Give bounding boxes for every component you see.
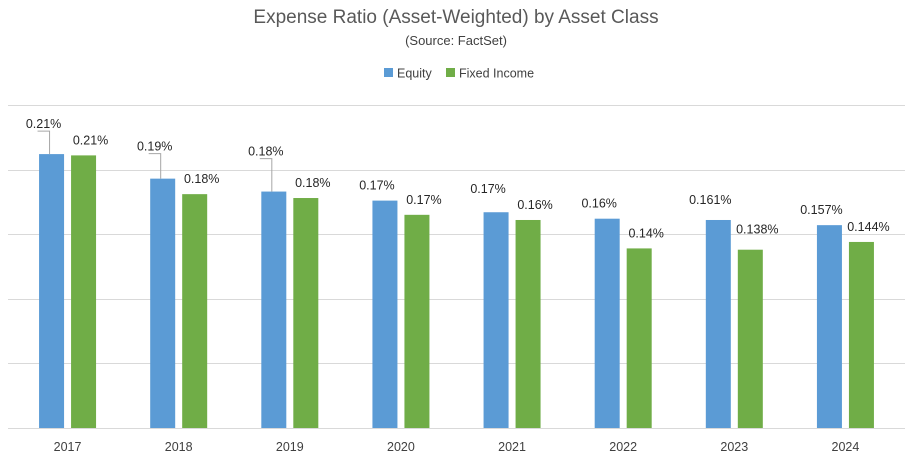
legend-label-equity: Equity	[397, 67, 432, 81]
data-label-equity: 0.17%	[359, 179, 394, 193]
leader-line	[259, 158, 273, 192]
data-label-fixed-income: 0.16%	[517, 198, 552, 212]
x-tick-label: 2019	[276, 440, 304, 454]
data-label-equity: 0.18%	[248, 145, 283, 159]
x-tick-label: 2023	[720, 440, 748, 454]
bar-fixed-income	[182, 194, 208, 428]
legend-label-fixed-income: Fixed Income	[459, 67, 534, 81]
bar-equity	[483, 212, 509, 428]
legend-swatch-equity	[384, 68, 393, 77]
bars	[39, 154, 874, 428]
chart-subtitle: (Source: FactSet)	[405, 33, 507, 48]
data-label-fixed-income: 0.14%	[628, 226, 663, 240]
x-tick-label: 2022	[609, 440, 637, 454]
data-label-equity: 0.17%	[470, 182, 505, 196]
legend: Equity Fixed Income	[384, 67, 534, 81]
data-label-equity: 0.157%	[800, 203, 842, 217]
data-labels: 0.21% 0.21% 0.19% 0.18% 0.18% 0.18% 0.17% 0.17%…	[26, 117, 890, 240]
bar-fixed-income	[293, 198, 319, 428]
bar-fixed-income	[848, 241, 874, 428]
data-label-fixed-income: 0.17%	[406, 193, 441, 207]
data-label-fixed-income: 0.18%	[295, 176, 330, 190]
data-label-equity: 0.161%	[689, 193, 731, 207]
bar-fixed-income	[737, 249, 763, 428]
bar-equity	[372, 200, 398, 428]
x-axis-ticks: 2017 2018 2019 2020 2021 2022 2023 2024	[54, 440, 860, 454]
data-label-equity: 0.16%	[581, 197, 616, 211]
bar-equity	[705, 219, 731, 428]
bar-fixed-income	[404, 214, 430, 428]
x-tick-label: 2020	[387, 440, 415, 454]
bar-fixed-income	[515, 219, 541, 428]
bar-equity	[39, 154, 65, 428]
x-tick-label: 2017	[54, 440, 82, 454]
leader-lines	[37, 130, 273, 192]
bar-equity	[594, 218, 620, 428]
bar-fixed-income	[71, 155, 97, 428]
x-tick-label: 2021	[498, 440, 526, 454]
leader-line	[148, 153, 162, 179]
bar-equity	[261, 191, 287, 428]
data-label-fixed-income: 0.138%	[736, 223, 778, 237]
x-tick-label: 2024	[832, 440, 860, 454]
bar-equity	[150, 178, 176, 428]
legend-swatch-fixed-income	[446, 68, 455, 77]
data-label-equity: 0.21%	[26, 117, 61, 131]
bar-equity	[816, 225, 842, 428]
data-label-equity: 0.19%	[137, 140, 172, 154]
chart-title: Expense Ratio (Asset-Weighted) by Asset …	[253, 7, 658, 28]
data-label-fixed-income: 0.144%	[847, 220, 889, 234]
leader-line	[37, 130, 51, 155]
bar-fixed-income	[626, 248, 652, 428]
x-tick-label: 2018	[165, 440, 193, 454]
data-label-fixed-income: 0.18%	[184, 172, 219, 186]
data-label-fixed-income: 0.21%	[73, 133, 108, 147]
gridlines	[8, 105, 905, 429]
